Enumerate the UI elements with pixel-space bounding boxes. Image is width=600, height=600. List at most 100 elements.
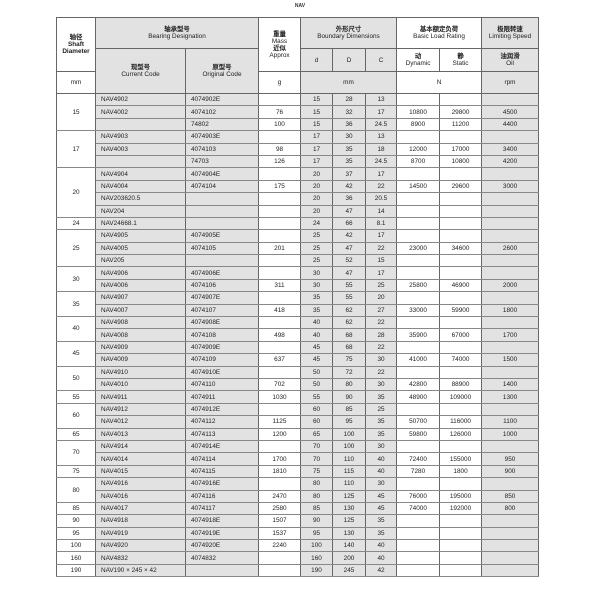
C-cell: 30: [364, 377, 398, 392]
original-code-cell: 4074918E: [185, 514, 259, 528]
oil-speed-cell: 4400: [481, 117, 540, 132]
current-code-cell: NAV4916: [95, 477, 186, 491]
D-cell: 62: [332, 316, 366, 330]
table-row: 85 NAV4017 4074117 2580 85 130 45 74000 192000 80…: [56, 501, 540, 516]
oil-speed-cell: [481, 316, 540, 330]
current-code-cell: NAV4009: [95, 353, 186, 367]
current-code-cell: NAV4016: [95, 489, 186, 503]
oil-speed-cell: [481, 291, 540, 305]
oil-speed-cell: [481, 216, 540, 231]
mass-cell: 2240: [258, 539, 301, 553]
speed-en: Limiting Speed: [488, 33, 532, 40]
D-cell: 47: [332, 204, 366, 218]
original-code-cell: [185, 563, 259, 578]
C-cell: 30: [364, 439, 398, 454]
current-code-cell: NAV4012: [95, 415, 186, 429]
C-cell: 8.1: [364, 216, 398, 231]
mass-cn2: 近似: [273, 44, 286, 52]
mass-cell: 2580: [258, 501, 301, 516]
D-cell: 68: [332, 340, 366, 355]
static-load-cell: [439, 551, 483, 565]
dynamic-load-cell: [396, 229, 441, 243]
current-code-cell: NAV4903: [95, 130, 186, 144]
D-cell: 36: [332, 192, 366, 206]
oil-cn: 油润滑: [500, 53, 520, 60]
dynamic-load-cell: [396, 539, 441, 553]
shaft-cn: 轴径: [69, 34, 83, 41]
static-load-cell: 1800: [439, 464, 483, 479]
shaft-diameter-cell: 15: [56, 92, 96, 132]
mass-cell: 498: [258, 328, 301, 342]
D-cell: 130: [332, 501, 366, 516]
dynamic-load-cell: [396, 563, 441, 578]
D-cell: 140: [332, 539, 366, 553]
d-cell: 25: [300, 254, 333, 268]
header-dynamic: 动 Dynamic: [396, 48, 441, 72]
D-cell: 55: [332, 278, 366, 293]
current-code-cell: NAV4909: [95, 340, 186, 355]
current-code-cell: NAV4003: [95, 142, 186, 156]
current-code-cell: NAV4914: [95, 439, 186, 454]
table-row: 50 NAV4910 4074910E 50 72 22: [56, 365, 540, 392]
oil-speed-cell: [481, 477, 540, 491]
dynamic-load-cell: 74000: [396, 501, 441, 516]
D-cell: 35: [332, 154, 366, 169]
mass-cell: [258, 229, 301, 243]
header-designation: 轴承型号 Bearing Designation: [95, 17, 259, 49]
original-code-cell: 4074102: [185, 105, 259, 119]
unit-mass: g: [258, 71, 301, 94]
mass-cell: [258, 92, 301, 107]
shaft-diameter-cell: 20: [56, 167, 96, 218]
mass-cell: [258, 316, 301, 330]
D-cell: 47: [332, 241, 366, 256]
C-cell: 35: [364, 526, 398, 541]
mass-cell: [258, 365, 301, 380]
static-load-cell: 29800: [439, 105, 483, 119]
d-cell: 190: [300, 563, 333, 578]
table-row: NAV4005 4074105 201 25 47 22 23000 34600 2600: [57, 241, 540, 256]
oil-speed-cell: 1000: [481, 427, 540, 441]
d-cell: 90: [300, 514, 333, 528]
dynamic-load-cell: 50700: [396, 415, 441, 429]
dynamic-load-cell: [396, 526, 441, 541]
header-oil: 油润滑 Oil: [481, 48, 540, 72]
header-D: D: [332, 48, 366, 72]
shaft-diameter-cell: 60: [56, 402, 96, 429]
static-load-cell: 74000: [439, 353, 483, 367]
oil-speed-cell: 1500: [481, 353, 540, 367]
C-cell: 35: [364, 390, 398, 404]
D-cell: 28: [332, 92, 366, 107]
mass-cell: [258, 266, 301, 280]
D-cell: 130: [332, 526, 366, 541]
current-code-cell: NAV4904: [95, 167, 186, 181]
table-row: 60 NAV4912 4074912E 60 85 25: [56, 402, 540, 429]
d-cell: 17: [300, 154, 333, 169]
dynamic-load-cell: [396, 216, 441, 231]
dynamic-load-cell: 10800: [396, 105, 441, 119]
current-code-cell: NAV4908: [95, 316, 186, 330]
current-en: Current Code: [121, 71, 160, 78]
D-cell: 125: [332, 514, 366, 528]
table-row: NAV204 20 47 14: [57, 204, 540, 218]
original-code-cell: 4074115: [185, 464, 259, 479]
d-cell: 55: [300, 390, 333, 404]
static-load-cell: [439, 254, 483, 268]
D-cell: 115: [332, 464, 366, 479]
oil-speed-cell: 4500: [481, 105, 540, 119]
d-cell: 40: [300, 316, 333, 330]
mass-cell: 418: [258, 303, 301, 318]
header-static: 静 Static: [439, 48, 483, 72]
d-cell: 160: [300, 551, 333, 565]
oil-speed-cell: 1800: [481, 303, 540, 318]
oil-speed-cell: [481, 514, 540, 528]
d-cell: 70: [300, 439, 333, 454]
table-row: NAV4012 4074112 1125 60 95 35 50700 116000 1100: [57, 415, 540, 429]
original-code-cell: 4074110: [185, 377, 259, 392]
D-cell: 110: [332, 477, 366, 491]
table-body: 15 NAV4902 4074902E 15 28 13 NAV4002 4074102 76 1…: [56, 92, 540, 578]
original-code-cell: 4074907E: [185, 291, 259, 305]
d-cell: 50: [300, 377, 333, 392]
dynamic-load-cell: [396, 365, 441, 380]
dynamic-load-cell: [396, 551, 441, 565]
mass-cell: [258, 204, 301, 218]
